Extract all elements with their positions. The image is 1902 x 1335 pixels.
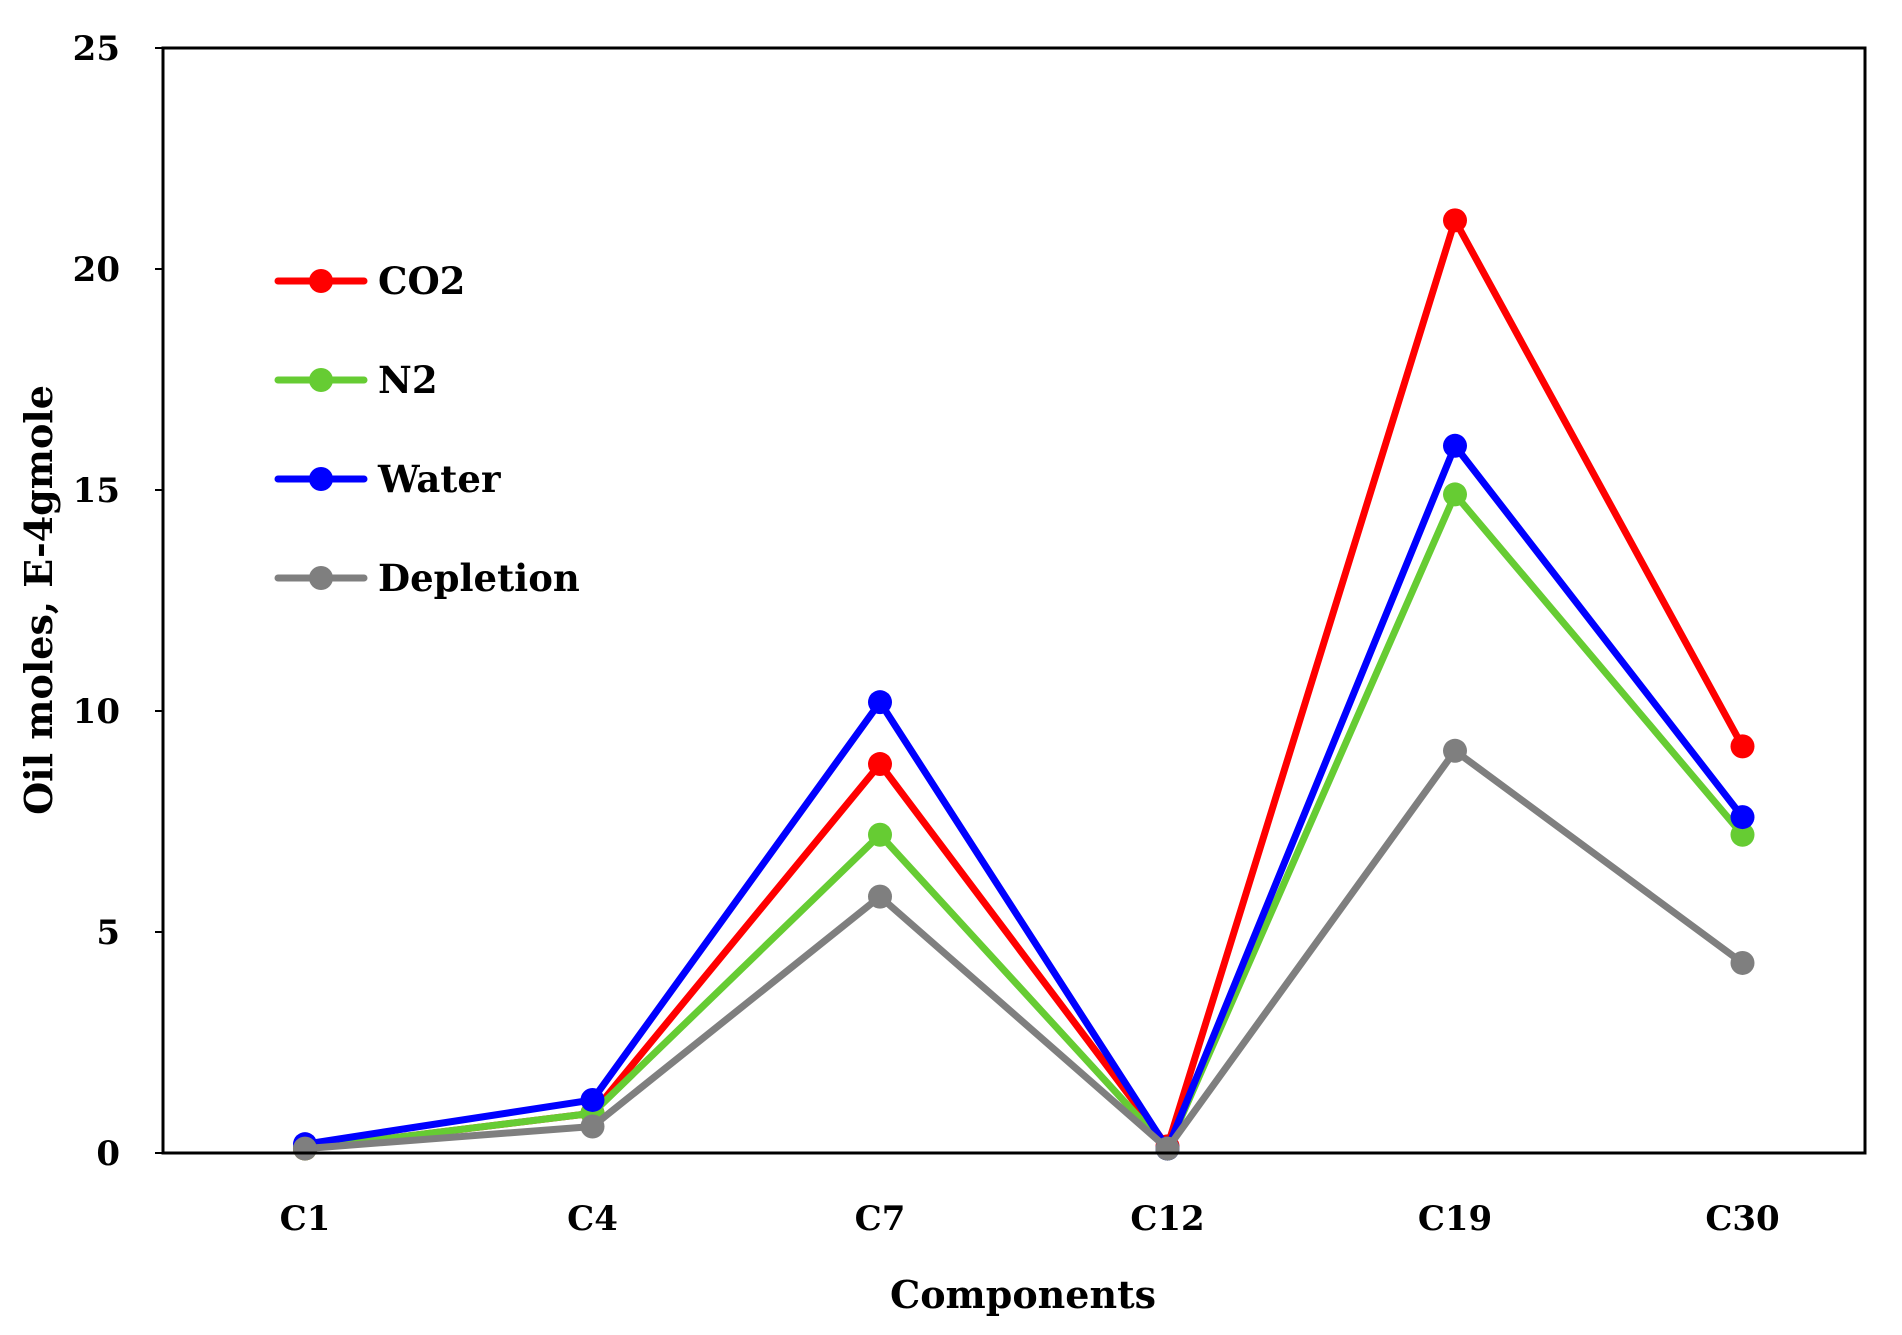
y-axis-title: Oil moles, E-4gmole (16, 385, 61, 815)
legend-item-co2: CO2 (274, 259, 465, 303)
series-n2-line (301, 490, 1746, 1153)
series-water-point (1730, 805, 1755, 830)
series-co2-point (868, 752, 892, 777)
plot-frame (161, 46, 1867, 1155)
series-water-point (580, 1087, 605, 1112)
series-depletion-point (580, 1114, 605, 1139)
legend-label: CO2 (378, 259, 465, 303)
x-tick-label: C30 (1705, 1199, 1779, 1239)
series-n2-point (1443, 482, 1467, 507)
series-depletion-point (1443, 738, 1467, 763)
series-layer (293, 208, 1755, 1161)
series-depletion-point (1730, 950, 1755, 975)
series-co2-point (1730, 734, 1755, 759)
legend: CO2 N2 Water Depletion (274, 259, 580, 600)
series-n2-point (868, 822, 892, 847)
series-depletion-line (301, 747, 1746, 1153)
legend-swatch-marker (309, 566, 333, 590)
y-tick-label: 20 (73, 250, 120, 290)
series-depletion-point (1155, 1136, 1180, 1161)
x-axis-title: Components (890, 1272, 1156, 1317)
y-axis-ticks: 0 5 10 15 20 25 (73, 29, 163, 1174)
legend-item-water: Water (274, 457, 501, 501)
x-axis-ticks: C1 C4 C7 C12 C19 C30 (280, 1199, 1780, 1239)
series-depletion-group (293, 738, 1755, 1161)
series-depletion-point (293, 1136, 317, 1161)
y-tick-label: 10 (73, 692, 120, 732)
y-tick-label: 0 (96, 1134, 120, 1174)
series-water-point (1443, 433, 1467, 458)
series-water-point (868, 690, 892, 715)
series-n2-point (1730, 822, 1755, 847)
legend-swatch-marker (309, 368, 333, 392)
y-tick-label: 15 (73, 471, 120, 511)
x-tick-label: C1 (280, 1199, 331, 1239)
x-tick-label: C4 (567, 1199, 618, 1239)
legend-swatch-marker (309, 467, 333, 491)
y-tick-label: 5 (96, 913, 120, 953)
series-water-line (301, 442, 1746, 1153)
legend-label: N2 (378, 358, 438, 402)
x-tick-label: C19 (1418, 1199, 1492, 1239)
legend-label: Water (377, 457, 501, 501)
legend-swatch-marker (309, 269, 333, 293)
series-co2-point (1443, 208, 1467, 233)
x-tick-label: C7 (855, 1199, 906, 1239)
y-tick-label: 25 (73, 29, 120, 69)
legend-item-n2: N2 (274, 358, 438, 402)
legend-item-depletion: Depletion (274, 556, 580, 600)
legend-label: Depletion (378, 556, 580, 600)
x-tick-label: C12 (1130, 1199, 1204, 1239)
series-depletion-point (868, 884, 892, 909)
